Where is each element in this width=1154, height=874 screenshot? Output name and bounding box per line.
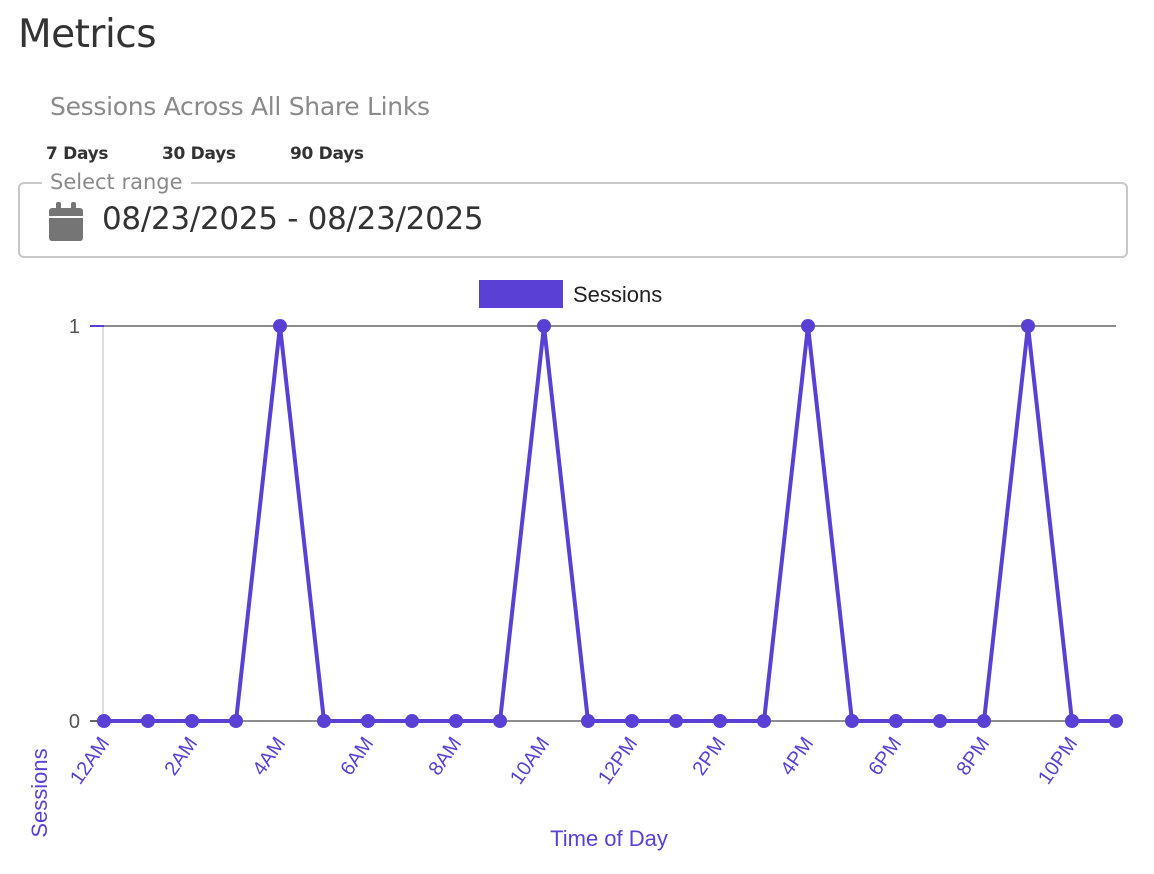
data-point-10pm[interactable] <box>1065 714 1079 728</box>
data-point-8am[interactable] <box>449 714 463 728</box>
x-tick-label-10pm: 10PM <box>1034 733 1082 788</box>
calendar-icon[interactable] <box>48 202 84 242</box>
section-title: Sessions Across All Share Links <box>50 92 430 121</box>
data-point-2pm[interactable] <box>713 714 727 728</box>
x-tick-label-10am: 10AM <box>506 733 554 788</box>
data-point-9pm[interactable] <box>1021 319 1035 333</box>
data-point-5pm[interactable] <box>845 714 859 728</box>
x-tick-label-6pm: 6PM <box>864 733 906 779</box>
y-axis-title: Sessions <box>27 748 52 837</box>
data-point-8pm[interactable] <box>977 714 991 728</box>
x-tick-label-6am: 6AM <box>336 733 378 779</box>
series-line-sessions <box>104 325 1116 723</box>
x-tick-label-4am: 4AM <box>248 733 290 779</box>
x-tick-label-4pm: 4PM <box>776 733 818 779</box>
y-tick-label-1: 1 <box>69 316 80 338</box>
x-tick-label-12am: 12AM <box>66 733 114 788</box>
data-point-5am[interactable] <box>317 714 331 728</box>
range-tab-30-days[interactable]: 30 Days <box>162 144 236 164</box>
data-point-7am[interactable] <box>405 714 419 728</box>
sessions-chart: Sessions 0 1 12AM 2AM 4AM 6AM 8AM 10AM 12PM 2PM 4… <box>27 280 1123 851</box>
range-tab-90-days[interactable]: 90 Days <box>290 144 364 164</box>
date-range-label: Select range <box>42 170 191 194</box>
data-point-6pm[interactable] <box>889 714 903 728</box>
data-point-4am[interactable] <box>273 319 287 333</box>
data-point-3am[interactable] <box>229 714 243 728</box>
range-tab-7-days[interactable]: 7 Days <box>46 144 109 164</box>
y-tick-label-0: 0 <box>69 711 80 733</box>
data-point-4pm[interactable] <box>801 319 815 333</box>
data-point-1am[interactable] <box>141 714 155 728</box>
data-point-3pm[interactable] <box>757 714 771 728</box>
date-range-value: 08/23/2025 - 08/23/2025 <box>102 201 484 237</box>
data-point-2am[interactable] <box>185 714 199 728</box>
x-tick-label-8pm: 8PM <box>952 733 994 779</box>
data-point-12pm[interactable] <box>625 714 639 728</box>
x-tick-label-2am: 2AM <box>160 733 202 779</box>
data-point-7pm[interactable] <box>933 714 947 728</box>
data-point-11am[interactable] <box>581 714 595 728</box>
data-point-12am[interactable] <box>97 714 111 728</box>
data-point-6am[interactable] <box>361 714 375 728</box>
data-point-1pm[interactable] <box>669 714 683 728</box>
x-axis-title: Time of Day <box>550 826 668 851</box>
chart-legend[interactable]: Sessions <box>479 280 662 308</box>
legend-label-sessions: Sessions <box>573 282 662 307</box>
data-point-9am[interactable] <box>493 714 507 728</box>
date-range-field[interactable]: Select range 08/23/2025 - 08/23/2025 <box>18 170 1128 258</box>
x-tick-label-2pm: 2PM <box>688 733 730 779</box>
data-point-10am[interactable] <box>537 319 551 333</box>
legend-swatch-sessions <box>479 280 563 308</box>
x-tick-label-8am: 8AM <box>424 733 466 779</box>
x-tick-label-12pm: 12PM <box>594 733 642 788</box>
page-title: Metrics <box>18 12 157 57</box>
data-point-11pm[interactable] <box>1109 714 1123 728</box>
